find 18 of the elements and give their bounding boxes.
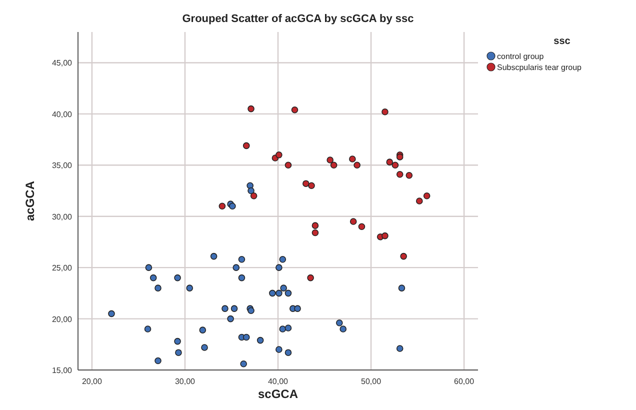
y-tick-label: 45,00 bbox=[52, 58, 73, 68]
x-tick-label: 30,00 bbox=[174, 377, 196, 386]
chart-title: Grouped Scatter of acGCA by scGCA by ssc bbox=[182, 13, 414, 25]
y-tick-label: 40,00 bbox=[52, 110, 73, 119]
y-tick-label: 30,00 bbox=[52, 212, 73, 222]
legend-label: control group bbox=[497, 52, 544, 61]
x-tick-label: 20,00 bbox=[82, 377, 103, 386]
y-tick-label: 20,00 bbox=[52, 314, 73, 324]
y-tick-label: 25,00 bbox=[52, 264, 73, 273]
y-tick-label: 35,00 bbox=[52, 161, 73, 170]
y-tick-label: 15,00 bbox=[52, 366, 73, 375]
x-tick-label: 60,00 bbox=[454, 377, 475, 386]
x-axis-title: scGCA bbox=[258, 387, 298, 401]
legend-title: ssc bbox=[554, 36, 571, 47]
legend-label: Subscpularis tear group bbox=[497, 63, 582, 72]
y-axis-title: acGCA bbox=[23, 180, 37, 222]
x-tick-label: 50,00 bbox=[361, 377, 382, 386]
x-tick-label: 40,00 bbox=[268, 377, 289, 386]
